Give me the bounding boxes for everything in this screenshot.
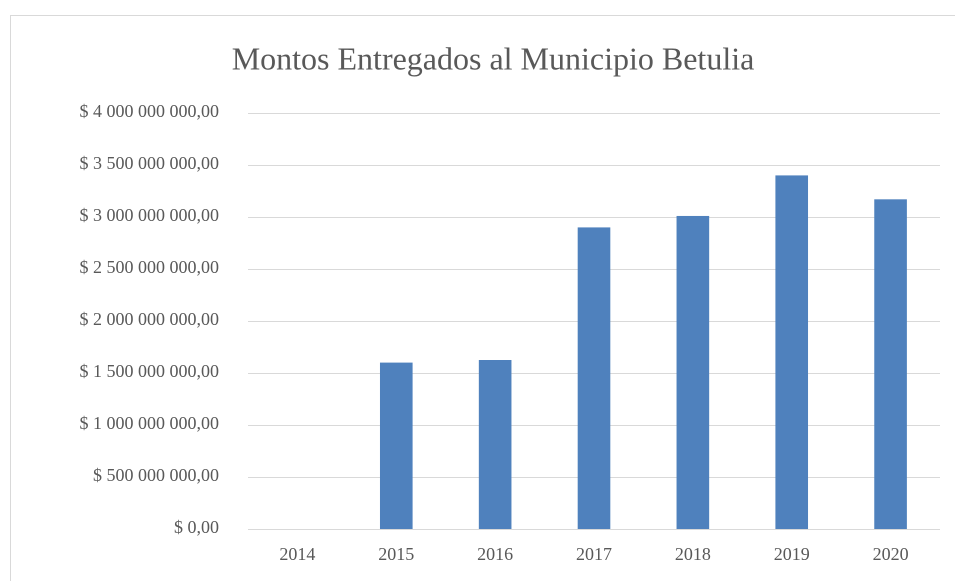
y-tick-label: $ 2 000 000 000,00 [80,309,220,329]
y-tick-label: $ 3 500 000 000,00 [80,153,220,173]
x-tick-label: 2020 [873,544,909,564]
bar [775,175,809,529]
chart-title: Montos Entregados al Municipio Betulia [232,40,755,76]
bar [577,227,611,529]
bar [874,199,907,529]
x-tick-label: 2016 [477,544,513,564]
x-tick-label: 2018 [675,544,711,564]
x-tick-label: 2017 [576,544,612,564]
y-tick-label: $ 1 000 000 000,00 [80,413,220,433]
x-tick-label: 2019 [774,544,810,564]
y-tick-label: $ 500 000 000,00 [93,465,219,485]
y-tick-label: $ 2 500 000 000,00 [80,257,220,277]
x-tick-label: 2014 [279,544,315,564]
bar [379,362,413,529]
bar [478,360,512,529]
y-tick-label: $ 0,00 [174,517,219,537]
bar [676,215,710,529]
y-tick-label: $ 1 500 000 000,00 [80,361,220,381]
y-tick-label: $ 4 000 000 000,00 [80,101,220,121]
chart-frame [10,15,955,581]
y-tick-label: $ 3 000 000 000,00 [80,205,220,225]
x-tick-label: 2015 [378,544,414,564]
